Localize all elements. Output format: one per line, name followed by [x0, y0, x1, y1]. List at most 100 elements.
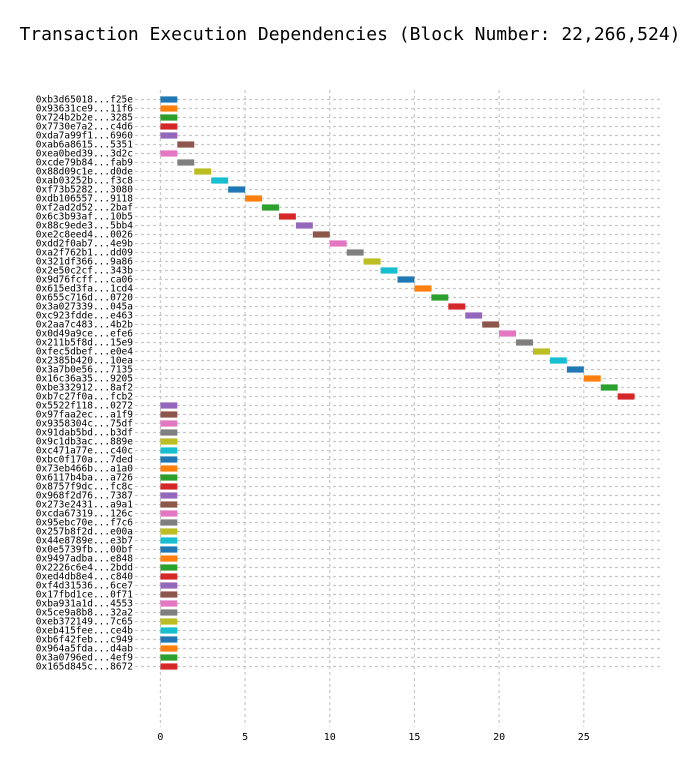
transaction-label: 0xb7c27f0a...fcb2	[36, 392, 133, 403]
transaction-bar	[583, 375, 601, 382]
transaction-bar	[160, 564, 178, 571]
transaction-bar	[160, 429, 178, 436]
transaction-label: 0x17fbd1ce...0f71	[36, 590, 134, 601]
transaction-bar	[160, 402, 178, 409]
transaction-label: 0xf73b5282...3080	[36, 185, 134, 196]
x-tick-label: 15	[408, 732, 420, 743]
transaction-bar	[160, 519, 178, 526]
transaction-bar	[160, 132, 178, 139]
transaction-label: 0x88d09c1e...d0de	[36, 167, 134, 178]
transaction-label: 0x2aa7c483...4b2b	[36, 320, 134, 331]
transaction-bar	[160, 645, 178, 652]
transaction-label: 0x7730e7a2...c4d6	[36, 122, 134, 133]
transaction-bar	[160, 555, 178, 562]
transaction-label: 0x968f2d76...7387	[36, 491, 133, 502]
transaction-label: 0xa2f762b1...dd09	[36, 248, 134, 259]
transaction-bar	[278, 213, 296, 220]
transaction-label: 0x9d76fcff...ca06	[36, 275, 134, 286]
transaction-label: 0x9497adba...e848	[36, 554, 134, 565]
transaction-bar	[465, 312, 483, 319]
transaction-label: 0x3a0796ed...4ef9	[36, 653, 134, 664]
transaction-bar	[160, 537, 178, 544]
transaction-label: 0x2e50c2cf...343b	[36, 266, 134, 277]
grid	[135, 90, 660, 727]
x-tick-label: 25	[578, 732, 590, 743]
transaction-bar	[346, 249, 364, 256]
transaction-label: 0x73eb466b...a1a0	[36, 464, 134, 475]
transaction-label: 0xed4db8e4...c840	[36, 572, 134, 583]
transaction-bar	[160, 447, 178, 454]
transaction-label: 0xba931a1d...4553	[36, 599, 133, 610]
transaction-bar	[160, 501, 178, 508]
transaction-bar	[160, 636, 178, 643]
transaction-label: 0xc923fdde...e463	[36, 311, 133, 322]
transaction-label: 0x165d845c...8672	[36, 662, 133, 673]
transaction-bar	[160, 627, 178, 634]
transaction-label: 0xcde79b84...fab9	[36, 158, 134, 169]
transaction-bar	[160, 474, 178, 481]
x-tick-label: 5	[242, 732, 248, 743]
transaction-label: 0xb6f42feb...c949	[36, 635, 134, 646]
transaction-label: 0x93631ce9...11f6	[36, 104, 134, 115]
transaction-bar	[516, 339, 533, 346]
x-tick-label: 10	[324, 732, 336, 743]
transaction-label: 0x655c716d...0720	[36, 293, 134, 304]
x-tick-label: 20	[493, 732, 505, 743]
transaction-label: 0x3a027339...045a	[36, 302, 133, 313]
transaction-label: 0x321df366...9a86	[36, 257, 134, 268]
transaction-label: 0x0d49a9ce...efe6	[36, 329, 134, 340]
transaction-label: 0x95ebc70e...f7c6	[36, 518, 134, 529]
transaction-bar	[160, 105, 178, 112]
transaction-bar	[177, 141, 195, 148]
transaction-bar	[228, 186, 246, 193]
transaction-bar	[329, 240, 347, 247]
transaction-label: 0x9358304c...75df	[36, 419, 133, 430]
transaction-label: 0x5ce9a8b8...32a2	[36, 608, 133, 619]
transaction-label: 0x615ed3fa...1cd4	[36, 284, 134, 295]
transaction-bar	[160, 591, 178, 598]
y-tick-labels: 0xb3d65018...f25e0x93631ce9...11f60x724b…	[36, 95, 134, 673]
transaction-label: 0x211b5f8d...15e9	[36, 338, 134, 349]
transaction-label: 0xeb372149...7c65	[36, 617, 133, 628]
transaction-label: 0x97faa2ec...a1f9	[36, 410, 134, 421]
transaction-bar	[160, 654, 178, 661]
transaction-bar	[160, 618, 178, 625]
transaction-label: 0x6c3b93af...10b5	[36, 212, 133, 223]
transaction-label: 0xdb106557...9118	[36, 194, 134, 205]
transaction-bar	[177, 159, 195, 166]
transaction-label: 0x91dab5bd...b3df	[36, 428, 133, 439]
transaction-label: 0x5522f118...0272	[36, 401, 133, 412]
transaction-bar	[194, 168, 212, 175]
transaction-bar	[160, 456, 178, 463]
x-tick-labels: 0 5 10 15 20 25	[157, 732, 589, 743]
transaction-label: 0xc471a77e...c40c	[36, 446, 133, 457]
transaction-label: 0xbc0f170a...7ded	[36, 455, 133, 466]
transaction-label: 0xeb415fee...ce4b	[36, 626, 134, 637]
transaction-bar	[566, 366, 584, 373]
transaction-bar	[160, 411, 178, 418]
transaction-bar	[549, 357, 567, 364]
transaction-label: 0xea0bed39...3d2c	[36, 149, 133, 160]
transaction-label: 0xda7a99f1...6960	[36, 131, 134, 142]
transaction-bar	[160, 492, 178, 499]
transaction-label: 0x724b2b2e...3285	[36, 113, 133, 124]
transaction-bar	[160, 420, 178, 427]
transaction-label: 0xcda67319...126c	[36, 509, 133, 520]
transaction-bar	[160, 465, 178, 472]
transaction-bar	[160, 528, 178, 535]
transaction-label: 0x8757f9dc...fc8c	[36, 482, 133, 493]
transaction-label: 0xab03252b...f3c8	[36, 176, 134, 187]
transaction-label: 0x88c9ede3...5bb4	[36, 221, 134, 232]
transaction-bar	[431, 294, 449, 301]
transaction-label: 0x0e5739fb...00bf	[36, 545, 133, 556]
transaction-label: 0x44e8789e...e3b7	[36, 536, 133, 547]
transaction-label: 0xbe332912...8af2	[36, 383, 133, 394]
transaction-bar	[160, 582, 178, 589]
transaction-bar	[160, 96, 178, 103]
transaction-label: 0x257b8f2d...e00a	[36, 527, 133, 538]
transaction-bar	[160, 483, 178, 490]
transaction-bar	[160, 609, 178, 616]
transaction-label: 0x16c36a35...9205	[36, 374, 133, 385]
transaction-label: 0x964a5fda...d4ab	[36, 644, 134, 655]
